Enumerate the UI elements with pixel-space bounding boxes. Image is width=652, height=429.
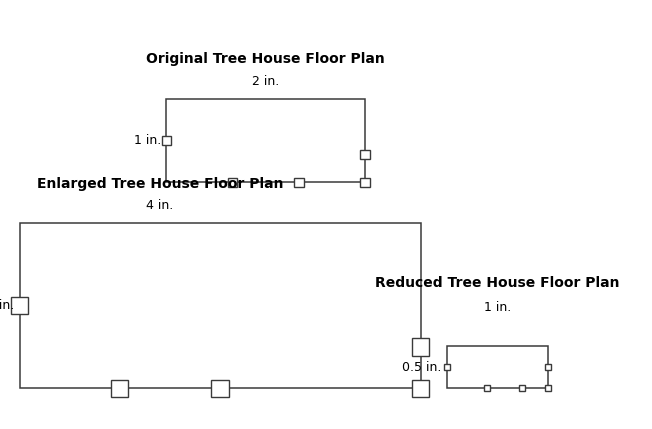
Bar (361, 178, 370, 187)
Text: 0.5 in.: 0.5 in. (402, 361, 441, 374)
Bar (520, 385, 526, 391)
Bar (11, 297, 28, 314)
Bar (211, 380, 229, 397)
Bar (412, 338, 429, 356)
Text: Original Tree House Floor Plan: Original Tree House Floor Plan (146, 52, 385, 66)
Bar (544, 385, 551, 391)
Text: 1 in.: 1 in. (484, 301, 511, 314)
Bar (412, 380, 429, 397)
Bar (111, 380, 128, 397)
Text: 1 in.: 1 in. (134, 134, 161, 147)
Bar (294, 178, 304, 187)
Text: 2 in.: 2 in. (0, 299, 14, 312)
Text: 4 in.: 4 in. (146, 199, 173, 212)
Bar (544, 364, 551, 370)
Bar (20, 223, 421, 388)
Bar (162, 136, 171, 145)
Text: Reduced Tree House Floor Plan: Reduced Tree House Floor Plan (375, 276, 619, 290)
Bar (361, 150, 370, 159)
Text: 2 in.: 2 in. (252, 75, 279, 88)
Bar (443, 364, 450, 370)
Bar (484, 385, 490, 391)
Bar (228, 178, 237, 187)
Text: Enlarged Tree House Floor Plan: Enlarged Tree House Floor Plan (37, 177, 283, 191)
Bar (447, 346, 548, 388)
Bar (166, 99, 365, 182)
